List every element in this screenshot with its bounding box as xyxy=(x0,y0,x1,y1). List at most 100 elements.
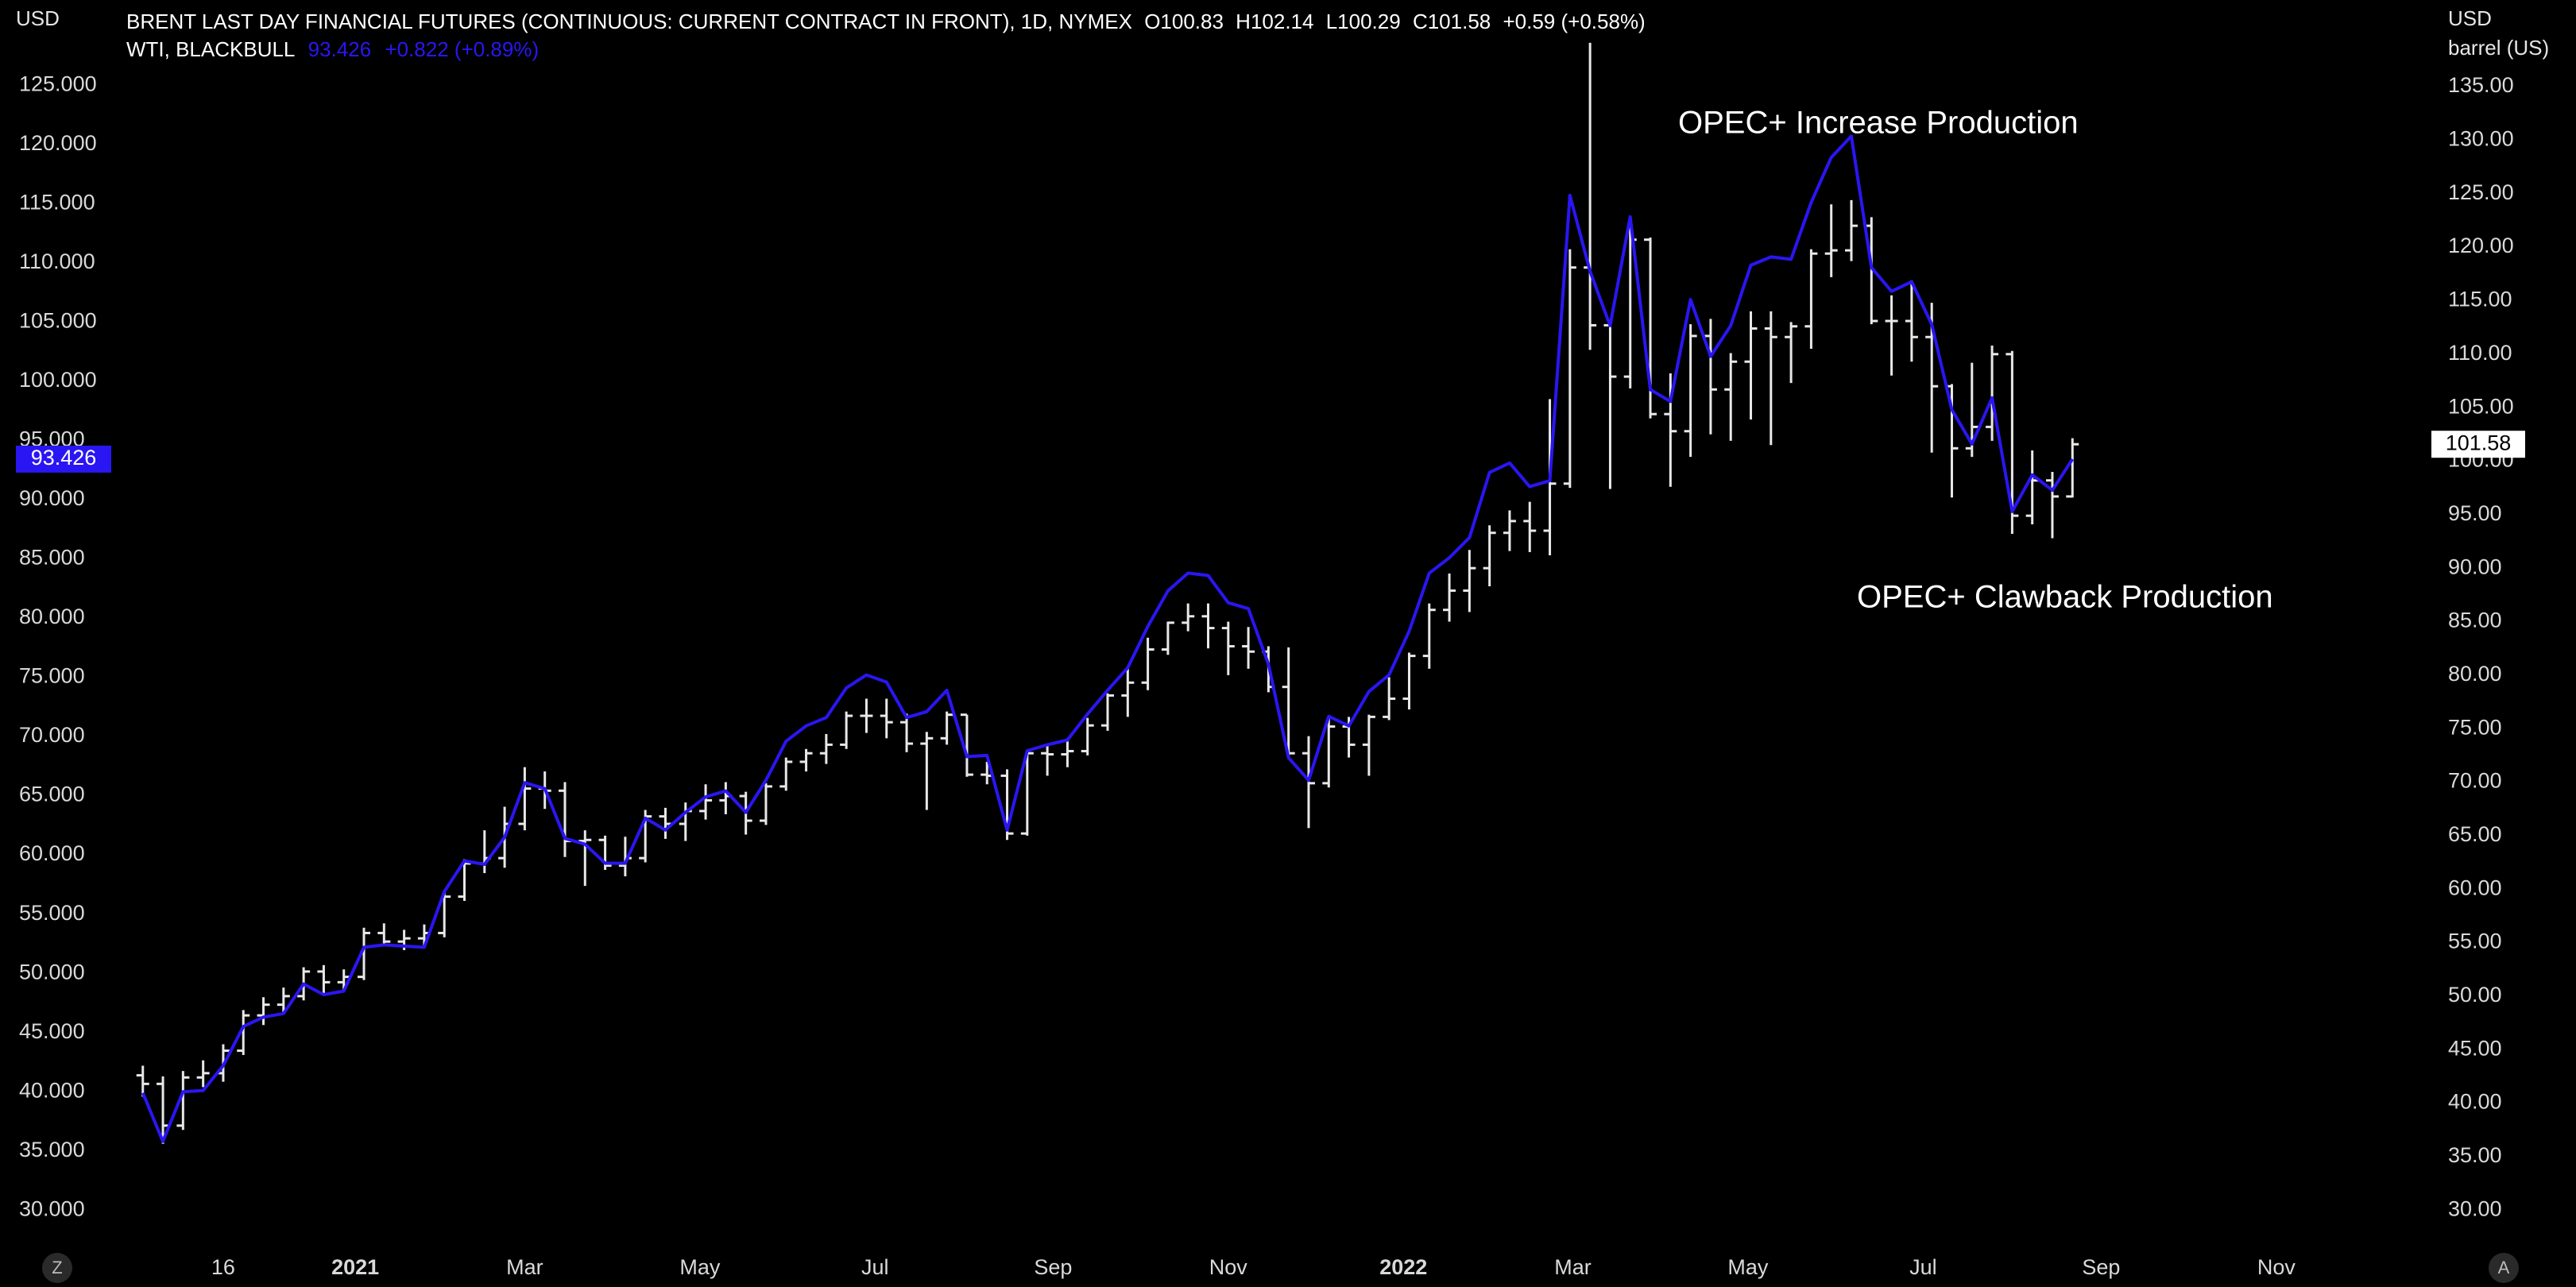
x-tick-label: Mar xyxy=(506,1255,543,1279)
y-tick-label: 50.000 xyxy=(19,960,85,984)
ohlc-bar xyxy=(196,1060,210,1088)
ohlc-bar xyxy=(1483,525,1496,587)
y-tick-label: 85.000 xyxy=(19,546,85,570)
button-bg[interactable] xyxy=(2489,1253,2519,1283)
ohlc-bar xyxy=(1422,603,1436,669)
ohlc-bar xyxy=(1824,204,1838,277)
ohlc-bar xyxy=(1101,693,1115,731)
y2-tick-label: 115.00 xyxy=(2448,288,2512,311)
series-line xyxy=(141,134,2074,1143)
y2-tick-label: 35.00 xyxy=(2448,1143,2502,1167)
y-tick-label: 65.000 xyxy=(19,783,85,806)
legend-low: L100.29 xyxy=(1326,10,1401,33)
y2-tick-label: 55.00 xyxy=(2448,930,2502,953)
ohlc-bar xyxy=(1041,744,1054,776)
ohlc-bar xyxy=(1523,501,1537,552)
ohlc-bar xyxy=(358,927,371,980)
ohlc-bar xyxy=(1221,621,1235,675)
last-value-badge xyxy=(2431,431,2525,458)
y-tick-label: 60.000 xyxy=(19,841,85,865)
ohlc-bar xyxy=(1161,621,1174,655)
ohlc-bar xyxy=(719,782,733,814)
y2-tick-label: 85.00 xyxy=(2448,609,2502,632)
ohlc-bar xyxy=(659,807,672,839)
button-label[interactable]: Z xyxy=(52,1258,62,1277)
y-tick-label: 100.000 xyxy=(19,368,97,392)
x-tick-label: 2021 xyxy=(331,1255,379,1279)
y2-tick-label: 90.00 xyxy=(2448,555,2502,578)
ohlc-bar xyxy=(759,783,772,825)
x-tick-label: Jul xyxy=(861,1255,889,1279)
y-tick-label: 30.000 xyxy=(19,1196,85,1220)
y2-tick-label: 105.00 xyxy=(2448,394,2514,418)
legend-change: +0.59 (+0.58%) xyxy=(1503,10,1645,33)
ohlc-bar xyxy=(1603,319,1617,489)
ohlc-bar xyxy=(1785,322,1798,384)
y2-tick-label: 60.00 xyxy=(2448,875,2502,899)
ohlc-bar xyxy=(1322,717,1336,788)
button-label[interactable]: A xyxy=(2498,1258,2510,1277)
ohlc-bar xyxy=(1383,677,1396,721)
ohlc-bar xyxy=(578,830,592,887)
ohlc-bar xyxy=(1744,311,1758,419)
ohlc-bar xyxy=(819,733,833,764)
ohlc-bar xyxy=(699,784,713,820)
x-tick-label: May xyxy=(679,1255,721,1279)
y2-tick-label: 30.00 xyxy=(2448,1196,2502,1220)
y-tick-label: 80.000 xyxy=(19,605,85,628)
y2-tick-label: 50.00 xyxy=(2448,983,2502,1007)
legend-main: BRENT LAST DAY FINANCIAL FUTURES (CONTIN… xyxy=(126,10,1646,33)
ohlc-bar xyxy=(1684,324,1697,458)
ohlc-bar xyxy=(1905,280,1918,362)
ohlc-bar xyxy=(1282,647,1295,759)
ohlc-bar xyxy=(1563,249,1576,489)
y-tick-label: 120.000 xyxy=(19,131,97,155)
ohlc-bar xyxy=(2045,471,2059,539)
y2-tick-label: 130.00 xyxy=(2448,127,2514,151)
y2-tick-label: 45.00 xyxy=(2448,1036,2502,1060)
ohlc-bar xyxy=(1061,740,1074,767)
ohlc-bar xyxy=(478,830,491,874)
ohlc-bar xyxy=(2025,450,2039,524)
y-tick-label: 105.000 xyxy=(19,309,97,333)
ohlc-bar xyxy=(1503,510,1516,551)
y2-tick-label: 65.00 xyxy=(2448,822,2502,846)
ohlc-bar xyxy=(960,713,973,777)
x-tick-label: 2022 xyxy=(1379,1255,1427,1279)
button-bg[interactable] xyxy=(42,1253,72,1283)
reset-button[interactable]: Z xyxy=(42,1253,72,1283)
y2-tick-label: 135.00 xyxy=(2448,73,2514,97)
x-tick-label: May xyxy=(1727,1255,1769,1279)
annotation: OPEC+ Increase Production xyxy=(1678,106,2079,141)
ohlc-bar xyxy=(1804,249,1818,350)
ohlc-bar xyxy=(1242,627,1255,669)
legend-series-name: WTI, BLACKBULL xyxy=(126,37,295,61)
last-value-label: 93.426 xyxy=(31,446,97,470)
ohlc-bar xyxy=(277,987,290,1013)
y2-tick-label: 125.00 xyxy=(2448,180,2514,204)
y-tick-label: 115.000 xyxy=(19,190,95,214)
ohlc-bar xyxy=(1201,603,1215,649)
ohlc-bar xyxy=(136,1065,149,1097)
auto-scale-button[interactable]: A xyxy=(2489,1253,2519,1283)
ohlc-bar xyxy=(257,997,270,1026)
y2-tick-label: 70.00 xyxy=(2448,769,2502,793)
x-tick-label: Mar xyxy=(1554,1255,1592,1279)
legend-change: +0.822 (+0.89%) xyxy=(385,37,539,61)
ohlc-bar xyxy=(1121,667,1135,717)
legend-compare: WTI, BLACKBULL 93.426 +0.822 (+0.89%) xyxy=(126,37,539,61)
y2-tick-label: 110.00 xyxy=(2448,341,2512,365)
y2-axis-label: USD xyxy=(2448,6,2492,30)
ohlc-bar xyxy=(558,782,571,857)
y-axis-label: USD xyxy=(16,6,60,30)
ohlc-bar xyxy=(920,732,934,810)
ohlc-bar xyxy=(518,767,532,831)
ohlc-bar xyxy=(1141,637,1155,690)
x-tick-label: 16 xyxy=(211,1255,235,1279)
ohlc-bar xyxy=(940,711,953,745)
ohlc-bar xyxy=(237,1010,250,1055)
ohlc-bar xyxy=(880,698,893,739)
y-tick-label: 90.000 xyxy=(19,486,85,510)
y-tick-label: 55.000 xyxy=(19,901,85,925)
